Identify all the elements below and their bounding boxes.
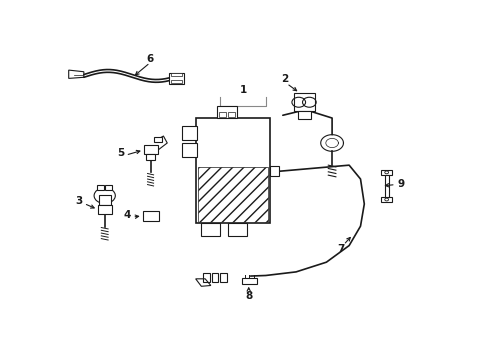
Bar xyxy=(170,80,182,83)
Bar xyxy=(381,170,391,175)
Bar xyxy=(146,153,155,159)
Bar xyxy=(269,166,279,176)
Bar xyxy=(105,185,112,190)
Bar xyxy=(297,111,311,120)
Text: 9: 9 xyxy=(397,179,404,189)
Bar xyxy=(227,222,246,236)
Text: 3: 3 xyxy=(76,195,83,206)
Text: 4: 4 xyxy=(123,210,131,220)
Bar xyxy=(97,185,104,190)
Text: 8: 8 xyxy=(244,291,252,301)
Text: 2: 2 xyxy=(281,74,288,84)
Bar xyxy=(170,73,182,76)
Bar xyxy=(211,273,218,282)
Bar xyxy=(227,112,234,117)
Bar xyxy=(384,175,388,197)
Bar xyxy=(195,118,269,223)
Bar xyxy=(219,112,225,117)
Text: 6: 6 xyxy=(146,54,154,64)
Bar xyxy=(142,211,158,221)
Bar xyxy=(154,137,161,142)
Bar xyxy=(294,93,314,111)
Bar xyxy=(182,126,196,140)
Text: 7: 7 xyxy=(336,244,344,254)
Bar xyxy=(201,222,220,236)
Bar xyxy=(197,167,267,222)
Text: 1: 1 xyxy=(239,85,246,95)
Bar xyxy=(242,278,257,284)
Bar xyxy=(169,73,183,84)
Text: 5: 5 xyxy=(117,148,124,158)
Bar xyxy=(143,145,158,154)
Bar xyxy=(99,195,111,205)
Bar xyxy=(216,107,237,118)
Bar xyxy=(220,273,226,282)
Bar xyxy=(203,273,210,282)
Bar xyxy=(381,197,391,202)
Bar xyxy=(98,204,111,214)
Bar xyxy=(182,143,196,157)
